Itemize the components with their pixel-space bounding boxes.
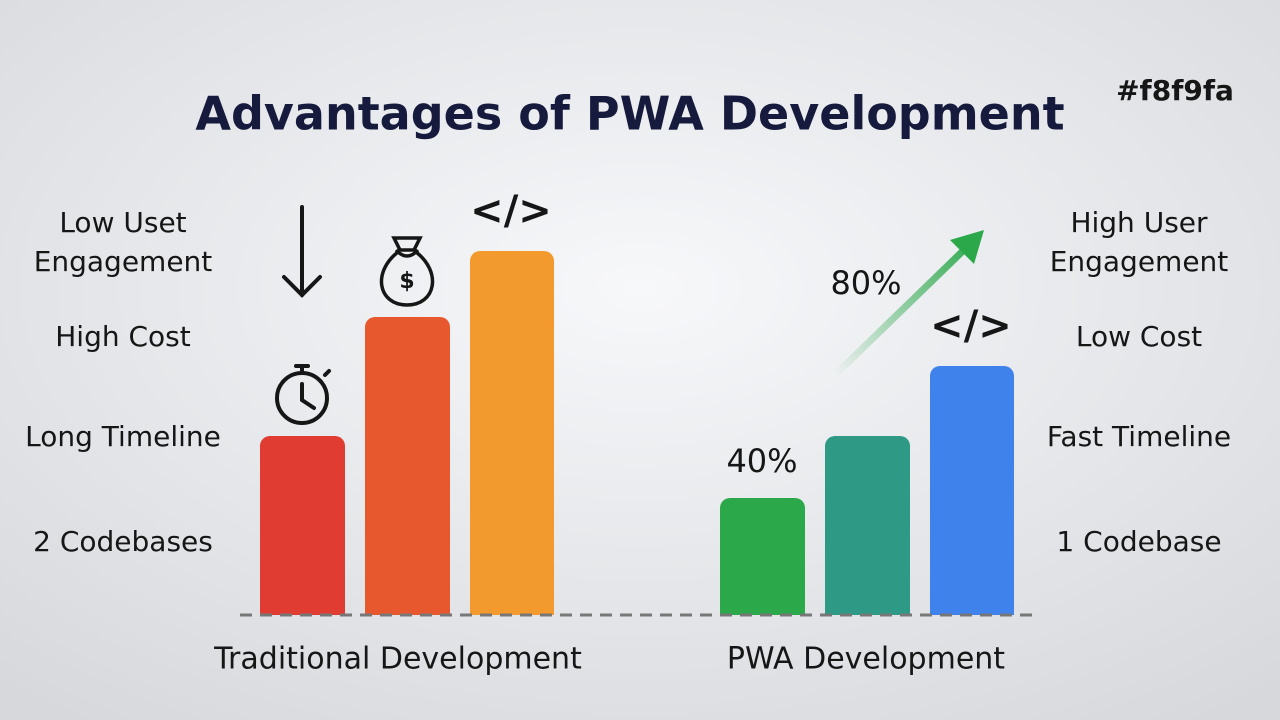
feature-label: High Cost	[55, 320, 191, 353]
money-bag-icon	[379, 236, 435, 307]
feature-label: Low Cost	[1076, 320, 1202, 353]
bar	[365, 317, 450, 615]
feature-label: Low Uset	[59, 206, 186, 239]
title: Advantages of PWA Development	[195, 87, 1064, 141]
feature-label: Long Timeline	[25, 420, 221, 453]
group-label: Traditional Development	[213, 642, 582, 677]
bar	[720, 498, 805, 615]
feature-label: Engagement	[34, 245, 213, 278]
feature-label: High User	[1070, 206, 1208, 239]
tag: #f8f9fa	[1116, 74, 1234, 107]
feature-label: Fast Timeline	[1047, 420, 1231, 453]
feature-label: 1 Codebase	[1056, 525, 1221, 558]
feature-label: Engagement	[1050, 245, 1229, 278]
percent-label: 40%	[726, 442, 797, 480]
bar	[470, 251, 554, 615]
dollar-glyph: $	[399, 269, 414, 294]
bar	[825, 436, 910, 615]
feature-label: 2 Codebases	[33, 525, 213, 558]
stopwatch-icon	[275, 364, 331, 425]
code-icon: </>	[470, 188, 552, 234]
growth-arrow	[831, 230, 984, 379]
bar	[930, 366, 1014, 615]
percent-label: 80%	[830, 264, 901, 302]
code-icon: </>	[930, 303, 1012, 349]
group-label: PWA Development	[727, 642, 1005, 677]
down-arrow-icon	[282, 205, 322, 298]
bar	[260, 436, 345, 615]
